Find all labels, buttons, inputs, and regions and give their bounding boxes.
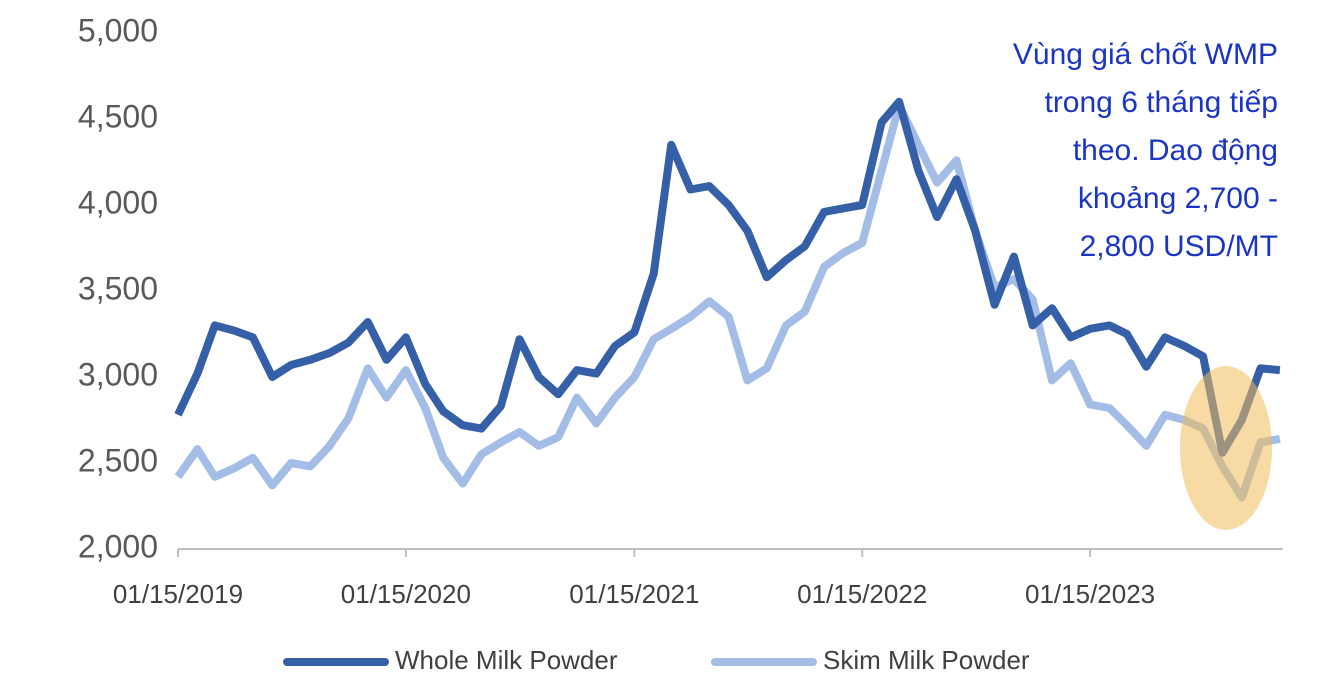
- x-tick-label: 01/15/2020: [341, 579, 471, 609]
- y-tick-label: 3,500: [78, 270, 158, 306]
- annotation: 2,800 USD/MT: [1080, 230, 1278, 263]
- y-tick-label: 2,500: [78, 442, 158, 478]
- x-tick-label: 01/15/2019: [113, 579, 243, 609]
- annotation: theo. Dao động: [1073, 134, 1278, 167]
- annotation: trong 6 tháng tiếp: [1044, 86, 1278, 119]
- y-tick-label: 4,500: [78, 98, 158, 134]
- series-line: [174, 97, 1281, 457]
- legend-label: Whole Milk Powder: [395, 645, 618, 675]
- y-tick-label: 4,000: [78, 184, 158, 220]
- highlight: [1180, 366, 1272, 530]
- annotation: Vùng giá chốt WMP: [1013, 38, 1278, 71]
- x-tick-label: 01/15/2022: [797, 579, 927, 609]
- annotation: khoảng 2,700 -: [1078, 182, 1278, 215]
- y-tick-label: 2,000: [78, 528, 158, 564]
- series-line: [174, 101, 1281, 502]
- x-tick-label: 01/15/2021: [569, 579, 699, 609]
- legend-label: Skim Milk Powder: [823, 645, 1030, 675]
- y-tick-label: 5,000: [78, 12, 158, 48]
- y-tick-label: 3,000: [78, 356, 158, 392]
- x-tick-label: 01/15/2023: [1025, 579, 1155, 609]
